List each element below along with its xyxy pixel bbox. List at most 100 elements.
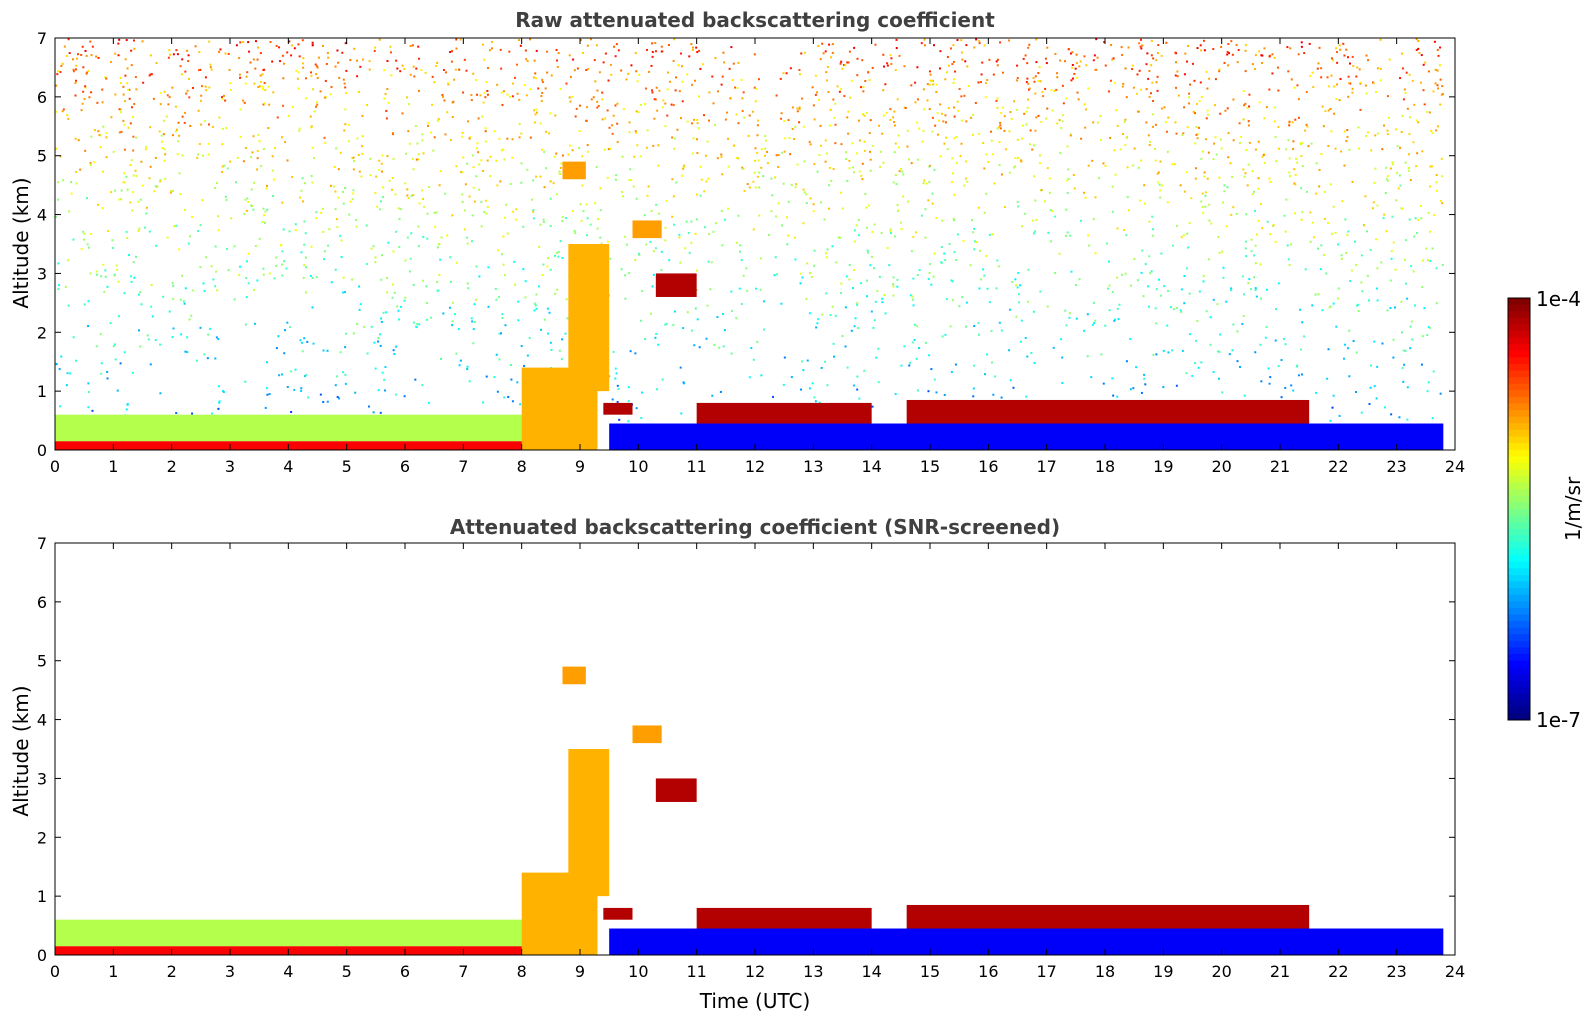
noise-cell (962, 240, 965, 243)
noise-cell (99, 146, 102, 149)
noise-cell (1366, 131, 1369, 134)
noise-cell (1351, 55, 1354, 58)
noise-cell (126, 237, 129, 240)
noise-cell (656, 109, 659, 112)
noise-cell (882, 114, 885, 117)
noise-cell (275, 264, 278, 267)
noise-cell (1347, 95, 1350, 98)
noise-cell (316, 66, 319, 69)
noise-cell (565, 298, 568, 301)
noise-cell (297, 87, 300, 90)
noise-cell (638, 252, 641, 255)
noise-cell (877, 381, 880, 384)
noise-cell (105, 132, 108, 135)
noise-cell (1388, 58, 1391, 61)
noise-cell (853, 229, 856, 232)
noise-cell (1392, 163, 1395, 166)
noise-cell (780, 117, 783, 120)
noise-cell (1124, 118, 1127, 121)
noise-cell (578, 146, 581, 149)
noise-cell (511, 138, 514, 141)
noise-cell (707, 177, 710, 180)
noise-cell (866, 249, 869, 252)
noise-cell (275, 347, 278, 350)
noise-cell (923, 38, 926, 41)
noise-cell (999, 41, 1002, 44)
bottom-heatmap (54, 542, 1456, 956)
noise-cell (808, 140, 811, 143)
noise-cell (913, 338, 916, 341)
noise-cell (1040, 189, 1043, 192)
noise-cell (951, 299, 954, 302)
noise-cell (421, 133, 424, 136)
noise-cell (848, 167, 851, 170)
noise-cell (245, 209, 248, 212)
noise-cell (1267, 367, 1270, 370)
noise-cell (380, 162, 383, 165)
noise-cell (903, 65, 906, 68)
noise-cell (1175, 132, 1178, 135)
noise-cell (991, 361, 994, 364)
noise-cell (376, 205, 379, 208)
colorbar-step (1508, 456, 1530, 464)
noise-cell (217, 215, 220, 218)
noise-cell (124, 74, 127, 77)
noise-cell (208, 86, 211, 89)
noise-cell (281, 274, 284, 277)
noise-cell (594, 202, 597, 205)
noise-cell (1071, 51, 1074, 54)
noise-cell (1247, 124, 1250, 127)
noise-cell (1244, 247, 1247, 250)
noise-cell (998, 321, 1001, 324)
noise-cell (455, 352, 458, 355)
noise-cell (696, 318, 699, 321)
noise-cell (1026, 106, 1029, 109)
noise-cell (159, 180, 162, 183)
feature-surface-layer (55, 441, 528, 450)
y-tick-label: 7 (37, 29, 47, 48)
noise-cell (290, 54, 293, 57)
noise-cell (387, 101, 390, 104)
noise-cell (980, 278, 983, 281)
noise-cell (810, 275, 813, 278)
noise-cell (104, 76, 107, 79)
noise-cell (742, 274, 745, 277)
colorbar-step (1508, 634, 1530, 642)
noise-cell (399, 305, 402, 308)
noise-cell (282, 62, 285, 65)
noise-cell (168, 49, 171, 52)
noise-cell (1398, 416, 1401, 419)
noise-cell (1204, 191, 1207, 194)
noise-cell (1328, 306, 1331, 309)
noise-cell (614, 178, 617, 181)
noise-cell (211, 412, 214, 415)
noise-cell (319, 393, 322, 396)
noise-cell (865, 112, 868, 115)
noise-cell (827, 90, 830, 93)
noise-cell (80, 53, 83, 56)
noise-cell (132, 174, 135, 177)
noise-cell (298, 196, 301, 199)
noise-cell (127, 126, 130, 129)
noise-cell (834, 102, 837, 105)
noise-cell (1396, 171, 1399, 174)
noise-cell (480, 225, 483, 228)
noise-cell (58, 368, 61, 371)
noise-cell (352, 189, 355, 192)
noise-cell (652, 144, 655, 147)
noise-cell (1441, 263, 1444, 266)
x-tick-label: 23 (1386, 962, 1406, 981)
noise-cell (1345, 139, 1348, 142)
noise-cell (892, 116, 895, 119)
noise-cell (1183, 73, 1186, 76)
noise-cell (698, 346, 701, 349)
noise-cell (57, 198, 60, 201)
noise-cell (639, 103, 642, 106)
noise-cell (268, 393, 271, 396)
noise-cell (538, 245, 541, 248)
noise-cell (1191, 374, 1194, 377)
colorbar-step (1508, 594, 1530, 602)
noise-cell (1409, 347, 1412, 350)
noise-cell (254, 245, 257, 248)
noise-cell (526, 354, 529, 357)
